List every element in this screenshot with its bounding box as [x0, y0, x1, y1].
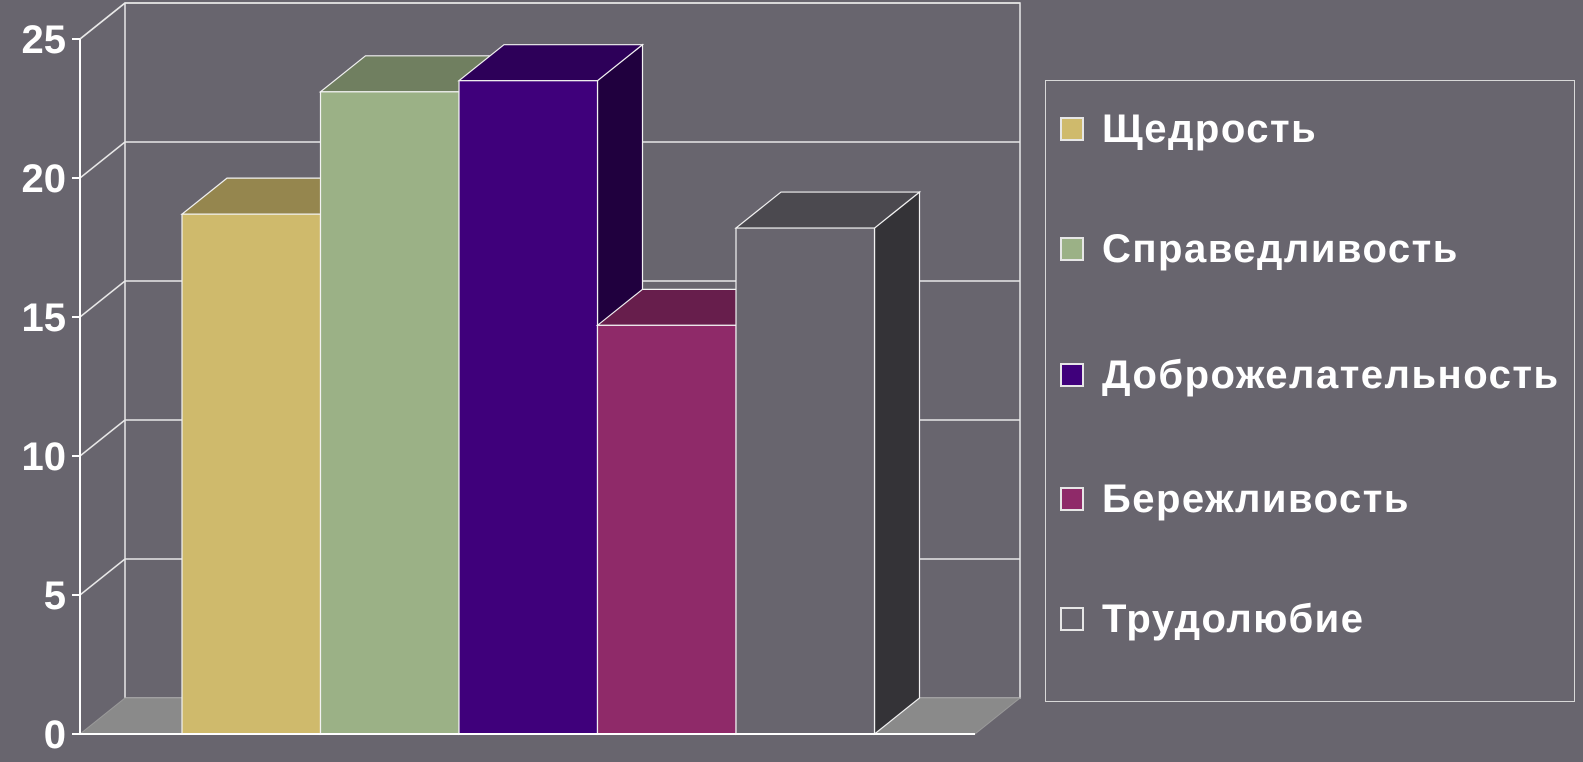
legend-swatch: [1060, 117, 1084, 141]
bar: [734, 190, 922, 736]
gridline-diagonal: [79, 280, 126, 318]
gridline-diagonal: [79, 141, 126, 179]
legend-item-benevolence: Доброжелательность: [1060, 351, 1572, 399]
legend-item-justice: Справедливость: [1060, 225, 1572, 273]
legend-label: Доброжелательность: [1102, 353, 1560, 397]
legend-swatch: [1060, 237, 1084, 261]
y-tick-label: 5: [44, 574, 66, 618]
bar-front: [181, 213, 322, 735]
y-tick-label: 25: [22, 18, 67, 62]
y-tick-label: 20: [22, 157, 67, 201]
y-axis: [72, 38, 975, 735]
legend-swatch: [1060, 607, 1084, 631]
legend-label: Бережливость: [1102, 477, 1410, 521]
gridline-diagonal: [79, 419, 126, 457]
gridline-diagonal: [79, 558, 126, 596]
legend-swatch: [1060, 363, 1084, 387]
bar: [457, 43, 645, 736]
legend-label: Трудолюбие: [1102, 597, 1365, 641]
legend-item-thrift: Бережливость: [1060, 475, 1572, 523]
legend-item-diligence: Трудолюбие: [1060, 595, 1572, 643]
legend-swatch: [1060, 487, 1084, 511]
legend-label: Щедрость: [1102, 107, 1318, 151]
bar-front: [319, 91, 460, 735]
bar-front: [458, 80, 599, 735]
legend-item-generosity: Щедрость: [1060, 105, 1572, 153]
bars: [180, 43, 922, 736]
legend-label: Справедливость: [1102, 227, 1459, 271]
y-tick-labels: 0 5 10 15 20 25: [22, 18, 67, 757]
bar-front: [596, 324, 737, 735]
y-tick-label: 15: [22, 296, 67, 340]
y-tick-label: 10: [22, 435, 67, 479]
gridline-diagonal: [79, 2, 126, 40]
bar-front: [735, 227, 876, 735]
legend: Щедрость Справедливость Доброжелательнос…: [1045, 80, 1575, 702]
bar-side: [873, 190, 921, 736]
y-tick-label: 0: [44, 713, 66, 757]
